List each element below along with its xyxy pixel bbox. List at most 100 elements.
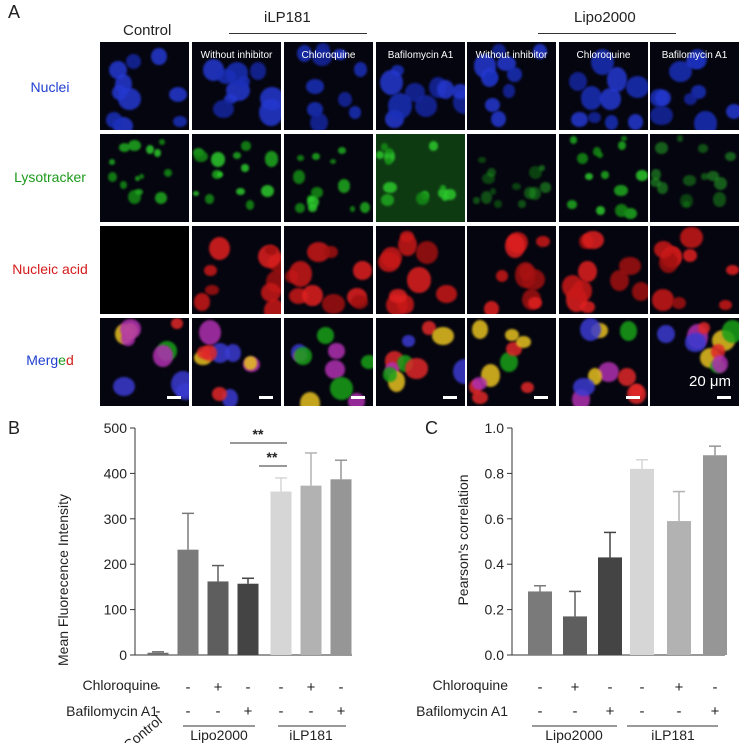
cell-blob <box>654 89 671 107</box>
micrograph-tile <box>467 318 556 406</box>
chart-c-chloroquine-sign: + <box>571 679 580 696</box>
cell-blob <box>688 49 708 70</box>
micrograph-tile <box>100 318 189 406</box>
cell-blob <box>610 269 630 291</box>
cell-blob <box>701 173 708 180</box>
cell-blob <box>481 172 495 185</box>
column-title: Without inhibitor <box>475 50 548 61</box>
panel-b-letter: B <box>8 418 21 438</box>
micrograph-tile: 20 μm <box>650 318 739 406</box>
cell-blob <box>414 95 438 118</box>
cell-blob <box>650 105 673 126</box>
header-group-lipo: Lipo2000 <box>574 9 636 26</box>
chart-c-row-chloroquine: Chloroquine <box>433 677 509 693</box>
cell-blob <box>389 288 407 304</box>
cell-blob <box>297 44 312 62</box>
cell-blob <box>376 151 384 159</box>
chart-b-ytick-label: 100 <box>104 602 128 618</box>
cell-blob <box>512 182 521 191</box>
cell-blob <box>359 201 370 214</box>
cell-blob <box>119 180 128 189</box>
cell-blob <box>568 71 588 91</box>
cell-blob <box>524 186 536 200</box>
cell-blob <box>718 299 732 311</box>
cell-blob <box>588 112 602 124</box>
cell-blob <box>349 206 356 213</box>
cell-blob <box>295 203 305 214</box>
cell-blob <box>321 294 346 314</box>
scale-bar <box>351 396 365 399</box>
row-label-lysotracker: Lysotracker <box>14 169 86 185</box>
chart-c-bafilomycin-sign: - <box>677 703 682 720</box>
cell-blob <box>490 110 506 128</box>
cell-blob <box>205 284 219 296</box>
micrograph-tile <box>284 134 373 222</box>
micrograph-tile <box>559 226 648 314</box>
cell-blob <box>323 245 338 259</box>
cell-blob <box>497 55 516 71</box>
group-line-lipo <box>538 33 676 34</box>
cell-blob <box>493 199 502 208</box>
chart-b-bar <box>147 652 169 655</box>
header-group-ilp: iLP181 <box>264 9 311 26</box>
cell-blob <box>416 192 430 206</box>
cell-blob <box>712 192 726 207</box>
cell-blob <box>561 274 584 299</box>
cell-blob <box>211 170 223 179</box>
cell-blob <box>385 157 393 165</box>
cell-blob <box>173 115 188 128</box>
cell-blob <box>539 182 552 193</box>
cell-blob <box>213 100 234 119</box>
cell-blob <box>597 152 603 159</box>
cell-blob <box>264 151 279 167</box>
chart-b-ytick-label: 200 <box>104 556 128 572</box>
cell-blob <box>726 265 739 276</box>
chart-c-bafilomycin-sign: - <box>573 703 578 720</box>
row-label-merged: Merged <box>0 352 100 368</box>
chart-b-bafilomycin-sign: - <box>186 703 191 720</box>
cell-blob <box>582 231 605 250</box>
cell-blob <box>570 136 578 144</box>
cell-blob <box>580 300 595 314</box>
cell-blob <box>294 346 313 366</box>
cell-blob <box>489 187 497 196</box>
micrograph-tile: Bafilomycin A1 <box>376 42 465 130</box>
chart-b-ylabel: Mean Fluorecence Intensity <box>55 494 71 666</box>
cell-blob <box>193 151 208 163</box>
column-title: Chloroquine <box>301 50 356 61</box>
cell-blob <box>636 170 648 181</box>
chart-c-chloroquine-sign: - <box>640 679 645 696</box>
cell-blob <box>721 320 739 344</box>
cell-blob <box>388 93 412 119</box>
cell-blob <box>600 88 622 110</box>
cell-blob <box>628 114 643 130</box>
cell-blob <box>584 173 593 181</box>
chart-c-ylabel: Pearson's correlation <box>455 474 471 605</box>
group-line-ilp <box>229 33 367 34</box>
cell-blob <box>518 200 527 209</box>
cell-blob <box>151 47 167 65</box>
cell-blob <box>437 188 449 198</box>
cell-blob <box>241 164 249 172</box>
cell-blob <box>217 69 236 85</box>
cell-blob <box>601 171 610 180</box>
scale-bar <box>534 396 548 399</box>
cell-blob <box>579 318 602 342</box>
chart-c-row-bafilomycin: Bafilomycin A1 <box>416 703 508 719</box>
cell-blob <box>506 67 522 82</box>
cell-blob <box>679 193 693 209</box>
scale-label: 20 μm <box>689 373 731 390</box>
chart-c-chloroquine-sign: - <box>608 679 613 696</box>
chart-c-bar <box>528 591 552 655</box>
cell-blob <box>436 285 458 303</box>
cell-blob <box>515 262 537 288</box>
chart-c: 0.0 0.2 0.4 0.6 0.8 1.0 - - + - - + - - + - - + Pearson'… <box>416 420 727 743</box>
cell-blob <box>337 147 346 155</box>
cell-blob <box>617 141 626 151</box>
cell-blob <box>680 226 703 249</box>
chart-c-ytick-label: 1.0 <box>485 420 505 436</box>
cell-blob <box>260 184 275 198</box>
chart-b-group-lipo: Lipo2000 <box>190 727 248 743</box>
cell-blob <box>485 97 501 113</box>
cell-blob <box>481 191 493 205</box>
